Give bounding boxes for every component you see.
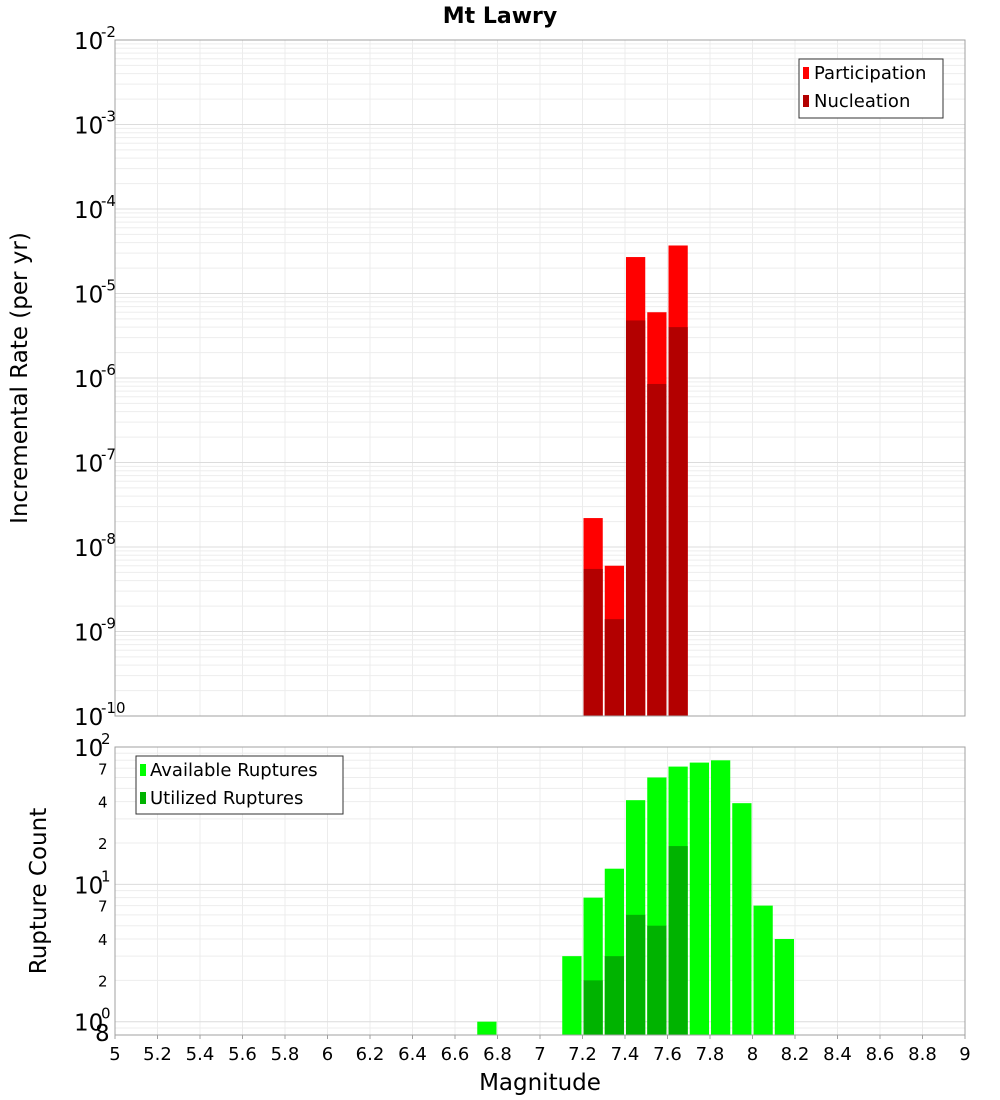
count-y-minor-tick-label: 2 [98,972,108,990]
count-bar-utilized-ruptures [668,846,688,1035]
y-tick-base: 10 [74,29,103,55]
y-tick-base: 10 [74,873,103,899]
rate-legend-swatch-nucleation [803,95,809,107]
x-tick-label: 5.2 [143,1044,172,1065]
x-tick-label: 8.4 [823,1044,852,1065]
y-tick-base: 10 [74,114,103,140]
chart-title: Mt Lawry [443,4,557,29]
count-bar-utilized-ruptures [626,914,646,1035]
count-y-minor-tick-label: 4 [98,931,108,949]
rate-y-tick-label: 10-7 [74,446,116,478]
x-tick-label: 6.6 [441,1044,470,1065]
y-tick-base: 10 [74,1011,103,1037]
count-y-minor-tick-label: 2 [98,835,108,853]
x-tick-label: 8.8 [908,1044,937,1065]
count-y-tick-label: 102 [74,730,111,762]
rate-y-tick-label: 10-10 [74,699,126,731]
rate-legend-swatch-participation [803,67,809,79]
y-tick-base: 10 [74,705,103,731]
x-tick-label: 5.8 [271,1044,300,1065]
count-y-minor-tick-label: 7 [98,760,108,778]
count-bar-available-ruptures [774,939,794,1035]
x-tick-label: 7.4 [611,1044,640,1065]
rate-bar-nucleation [583,568,603,716]
rate-legend-label: Nucleation [814,91,910,112]
count-bar-available-ruptures [753,905,773,1035]
count-legend-box [135,755,344,815]
count-legend-label: Utilized Ruptures [150,788,303,809]
y-tick-exponent: -7 [101,446,116,464]
rate-y-tick-label: 10-4 [74,192,116,224]
y-tick-exponent: 0 [101,1005,111,1023]
rate-y-tick-label: 10-6 [74,361,116,393]
count-y-tick-label: 101 [74,867,111,899]
count-bar-available-ruptures [477,1021,497,1035]
count-y-minor-tick-label: 4 [98,794,108,812]
x-tick-label: 6.8 [483,1044,512,1065]
y-tick-base: 10 [74,452,103,478]
count-y-tick-label: 100 [74,1005,111,1037]
x-tick-label: 8.6 [866,1044,895,1065]
x-axis-label: Magnitude [479,1070,601,1096]
count-y-minor-tick-label: 8 [95,1021,110,1047]
count-bar-utilized-ruptures [604,956,624,1035]
rate-legend-box [798,58,944,119]
y-tick-exponent: -4 [101,192,116,210]
x-tick-label: 5.4 [186,1044,215,1065]
rate-bar-nucleation [647,383,667,716]
rate-bar-nucleation [626,320,646,716]
y-tick-exponent: -10 [101,699,126,717]
y-tick-base: 10 [74,621,103,647]
x-tick-label: 5 [109,1044,120,1065]
x-tick-label: 7 [534,1044,545,1065]
rate-y-tick-label: 10-8 [74,530,116,562]
x-tick-label: 7.8 [696,1044,725,1065]
x-tick-label: 8.2 [781,1044,810,1065]
count-legend-swatch-available-ruptures [140,764,146,776]
rate-y-tick-label: 10-3 [74,108,116,140]
y-tick-exponent: -3 [101,108,116,126]
x-tick-label: 6.4 [398,1044,427,1065]
rate-panel-frame [114,39,966,717]
y-tick-exponent: 2 [101,730,111,748]
count-y-minor-tick-label: 7 [98,898,108,916]
x-tick-label: 5.6 [228,1044,257,1065]
y-tick-exponent: 1 [101,867,111,885]
y-tick-exponent: -5 [101,277,116,295]
y-tick-base: 10 [74,736,103,762]
y-tick-exponent: -2 [101,23,116,41]
count-bar-available-ruptures [689,762,709,1035]
y-tick-base: 10 [74,367,103,393]
y-tick-exponent: -8 [101,530,116,548]
rate-bar-nucleation [604,619,624,716]
y-tick-exponent: -6 [101,361,116,379]
count-bar-available-ruptures [711,760,731,1035]
rate-bar-nucleation [668,327,688,716]
count-legend-swatch-utilized-ruptures [140,792,146,804]
y-tick-base: 10 [74,283,103,309]
count-bar-available-ruptures [732,803,752,1035]
count-bar-utilized-ruptures [647,925,667,1035]
rate-y-axis-label: Incremental Rate (per yr) [7,232,33,524]
x-tick-label: 6 [322,1044,333,1065]
rate-panel-gridlines [114,39,966,717]
rate-legend-label: Participation [814,63,926,84]
rate-y-tick-label: 10-5 [74,277,116,309]
x-tick-label: 7.6 [653,1044,682,1065]
x-tick-label: 7.2 [568,1044,597,1065]
x-tick-label: 9 [959,1044,970,1065]
rate-y-tick-label: 10-2 [74,23,116,55]
count-legend-label: Available Ruptures [150,760,318,781]
x-tick-label: 8 [747,1044,758,1065]
y-tick-base: 10 [74,536,103,562]
y-tick-exponent: -9 [101,615,116,633]
count-bar-utilized-ruptures [583,980,603,1035]
x-tick-label: 6.2 [356,1044,385,1065]
count-y-axis-label: Rupture Count [26,808,52,974]
rate-y-tick-label: 10-9 [74,615,116,647]
count-panel-gridlines [114,746,966,1036]
count-bar-available-ruptures [562,956,582,1035]
y-tick-base: 10 [74,198,103,224]
